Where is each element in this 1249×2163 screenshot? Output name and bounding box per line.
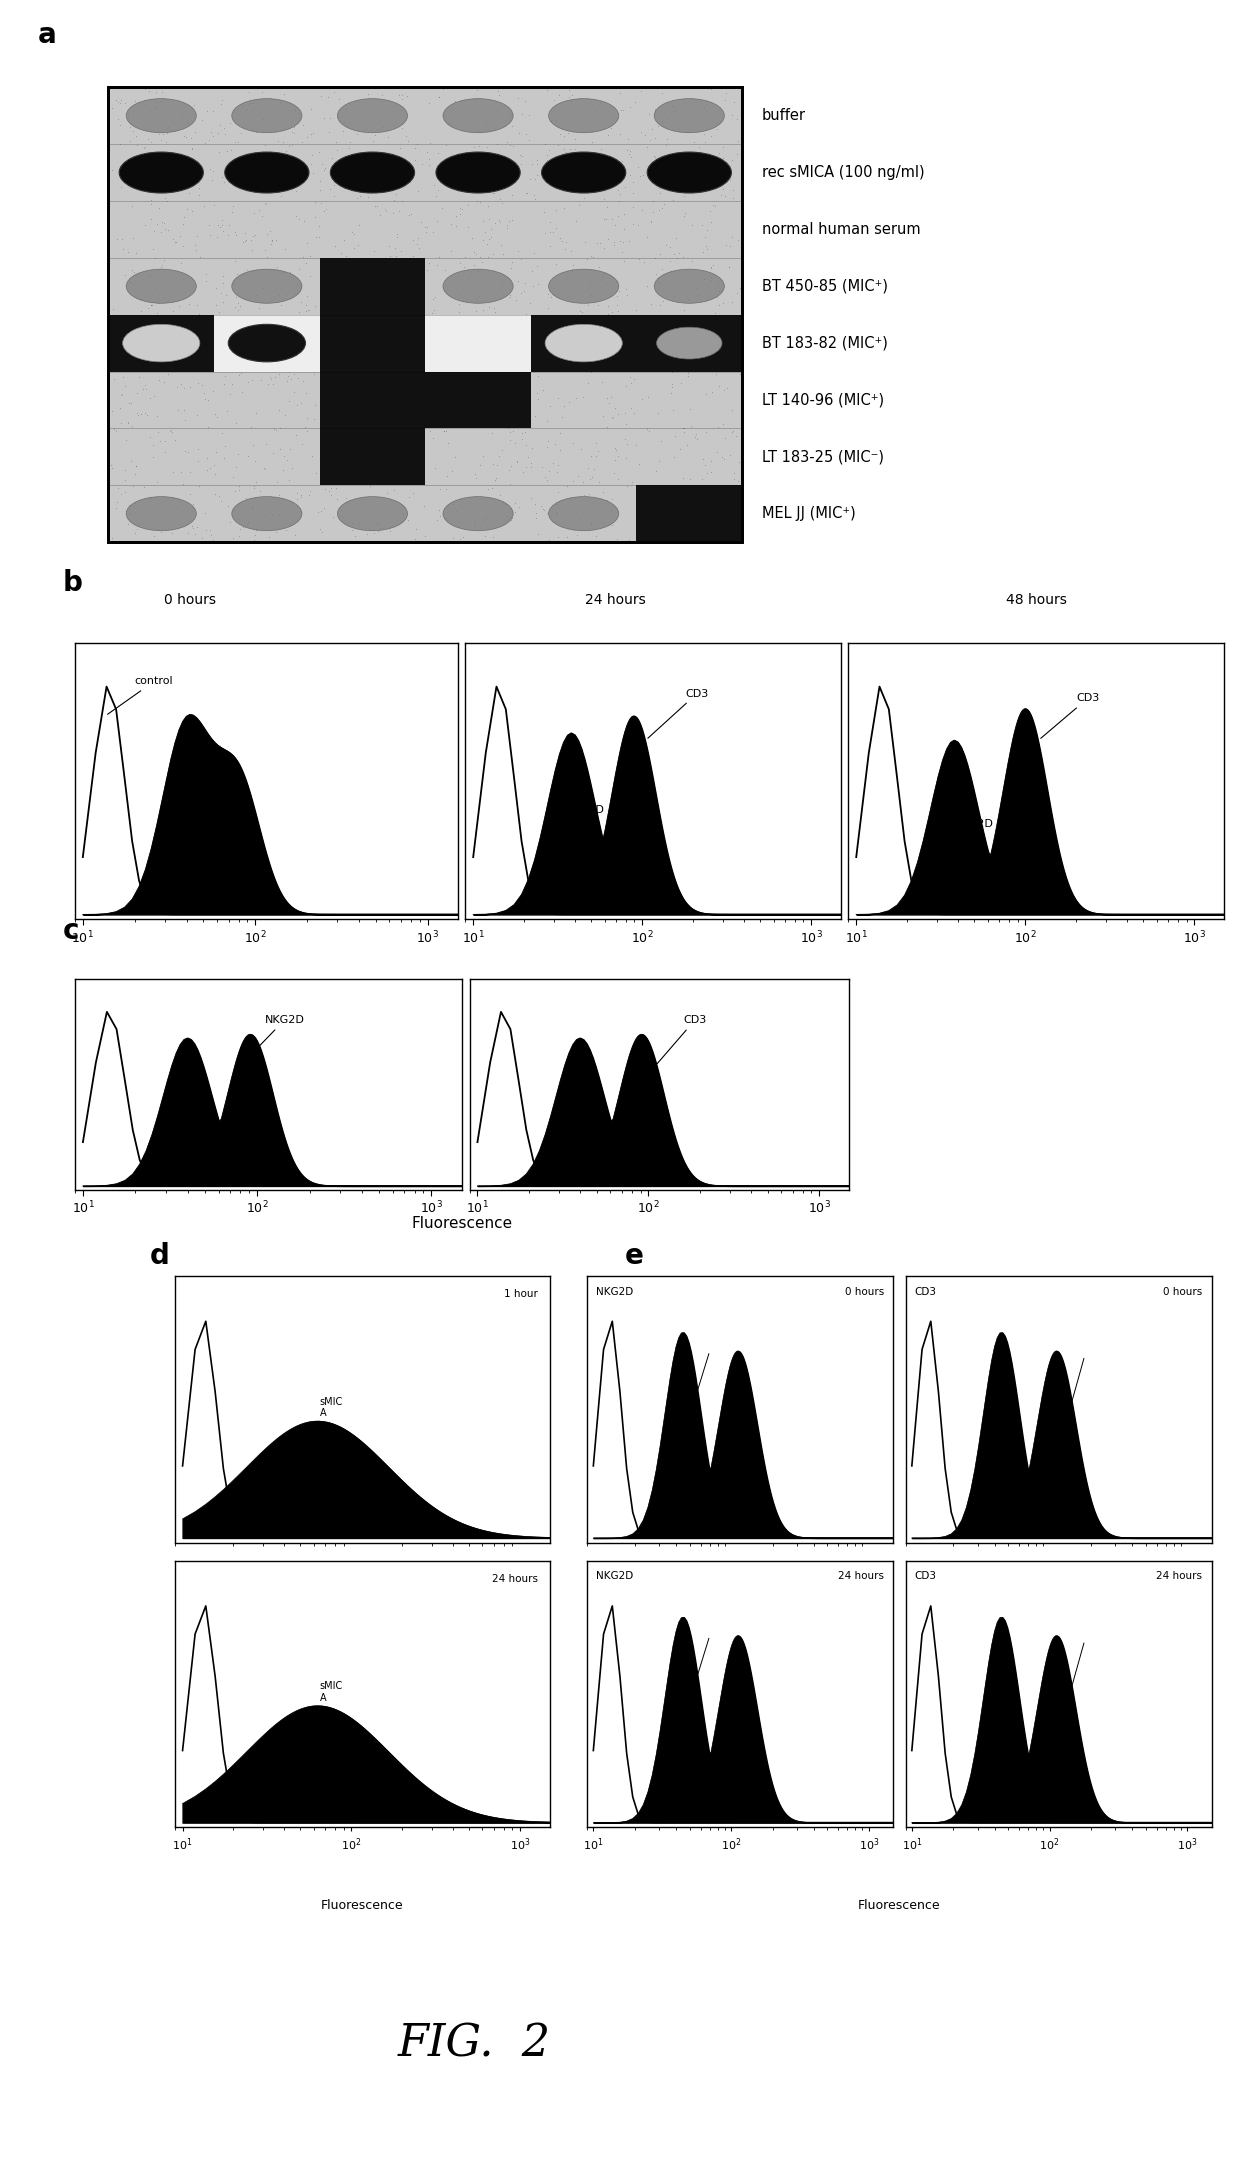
Text: d: d <box>150 1242 170 1270</box>
Bar <box>109 87 742 543</box>
Text: 0 hours: 0 hours <box>844 1287 884 1298</box>
Text: 0 hours: 0 hours <box>1163 1287 1203 1298</box>
Circle shape <box>229 324 306 361</box>
Circle shape <box>119 151 204 193</box>
Circle shape <box>330 151 415 193</box>
Bar <box>637 485 742 543</box>
Bar <box>531 314 637 372</box>
Text: 1 hour: 1 hour <box>505 1289 538 1300</box>
Bar <box>320 257 425 314</box>
Text: CD3: CD3 <box>914 1573 937 1581</box>
Text: CD3: CD3 <box>657 1014 707 1064</box>
Text: 24 hours: 24 hours <box>492 1575 538 1583</box>
Text: CD3: CD3 <box>914 1287 937 1298</box>
Text: rec sMICA (100 ng/ml): rec sMICA (100 ng/ml) <box>762 164 924 180</box>
Text: normal human serum: normal human serum <box>762 223 921 238</box>
Text: control: control <box>107 677 174 714</box>
Text: LT 183-25 (MIC⁻): LT 183-25 (MIC⁻) <box>762 450 883 465</box>
Text: 24 hours: 24 hours <box>586 593 646 608</box>
Bar <box>109 314 214 372</box>
Text: MEL JJ (MIC⁺): MEL JJ (MIC⁺) <box>762 506 856 521</box>
Text: BT 450-85 (MIC⁺): BT 450-85 (MIC⁺) <box>762 279 888 294</box>
Bar <box>637 314 742 372</box>
Circle shape <box>548 99 618 132</box>
Circle shape <box>654 99 724 132</box>
Circle shape <box>647 151 732 193</box>
Text: CD3: CD3 <box>648 688 708 738</box>
Circle shape <box>654 268 724 303</box>
Text: Fluorescence: Fluorescence <box>321 1899 403 1912</box>
Circle shape <box>232 99 302 132</box>
Text: a: a <box>37 22 56 50</box>
Text: NKG2D: NKG2D <box>596 1287 633 1298</box>
Circle shape <box>232 268 302 303</box>
Bar <box>109 87 742 543</box>
Circle shape <box>545 324 622 361</box>
Circle shape <box>337 99 407 132</box>
Circle shape <box>337 497 407 530</box>
Circle shape <box>657 327 722 359</box>
Text: b: b <box>62 569 82 597</box>
Circle shape <box>443 497 513 530</box>
Text: FIG.  2: FIG. 2 <box>398 2022 551 2066</box>
Circle shape <box>443 268 513 303</box>
Circle shape <box>542 151 626 193</box>
Circle shape <box>548 268 618 303</box>
Text: buffer: buffer <box>762 108 806 123</box>
Circle shape <box>126 497 196 530</box>
Text: Fluorescence: Fluorescence <box>858 1899 940 1912</box>
Circle shape <box>126 268 196 303</box>
Bar <box>320 314 425 372</box>
Text: 24 hours: 24 hours <box>1157 1573 1203 1581</box>
Text: c: c <box>62 917 79 945</box>
Text: NKG2D: NKG2D <box>242 1014 305 1064</box>
Circle shape <box>126 99 196 132</box>
Text: Fluorescence: Fluorescence <box>412 1216 512 1231</box>
Text: NKG2D: NKG2D <box>565 777 605 815</box>
Bar <box>320 428 425 485</box>
Text: LT 140-96 (MIC⁺): LT 140-96 (MIC⁺) <box>762 392 884 407</box>
Text: e: e <box>624 1242 643 1270</box>
Circle shape <box>122 324 200 361</box>
Bar <box>320 372 425 428</box>
Text: BT 183-82 (MIC⁺): BT 183-82 (MIC⁺) <box>762 335 888 350</box>
Text: sMIC
A: sMIC A <box>302 1681 343 1750</box>
Circle shape <box>225 151 309 193</box>
Circle shape <box>443 99 513 132</box>
Bar <box>214 314 320 372</box>
Circle shape <box>548 497 618 530</box>
Circle shape <box>232 497 302 530</box>
Text: 48 hours: 48 hours <box>1005 593 1067 608</box>
Text: sMIC
A: sMIC A <box>302 1397 343 1464</box>
Text: NKG2D: NKG2D <box>954 792 994 828</box>
Text: NKG2D: NKG2D <box>596 1573 633 1581</box>
Bar <box>425 314 531 372</box>
Circle shape <box>436 151 520 193</box>
Bar <box>425 372 531 428</box>
Text: 0 hours: 0 hours <box>164 593 216 608</box>
Text: 24 hours: 24 hours <box>838 1573 884 1581</box>
Text: CD3: CD3 <box>1040 694 1099 738</box>
